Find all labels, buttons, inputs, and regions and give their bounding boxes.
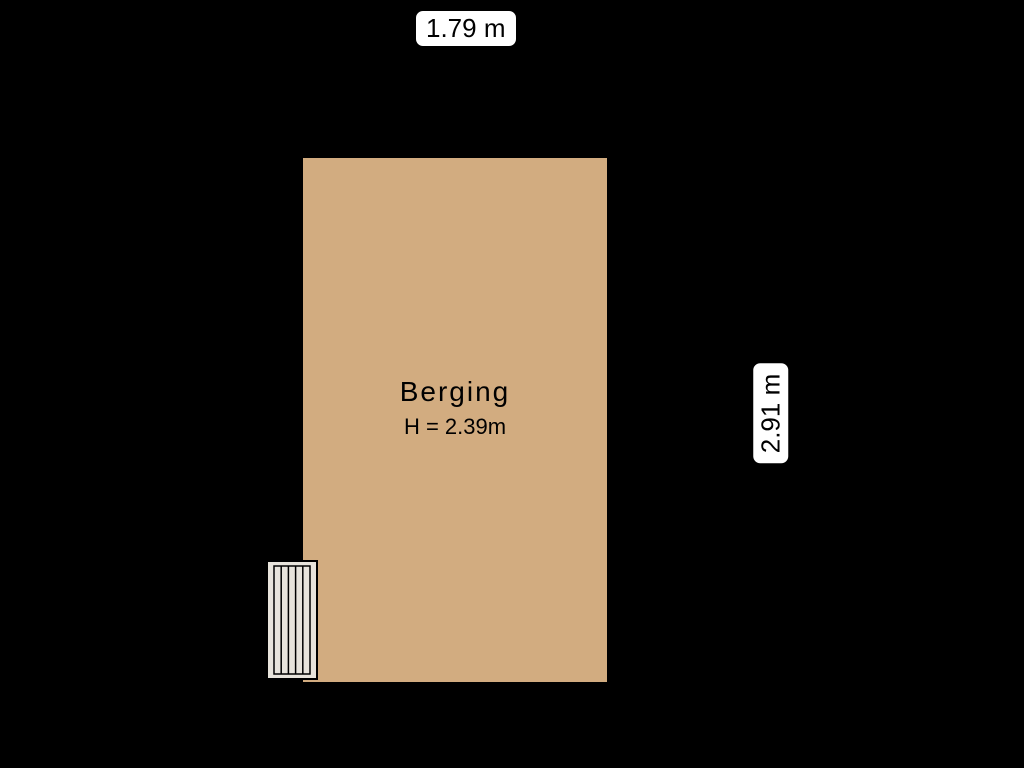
dimension-width-label: 1.79 m	[415, 10, 517, 47]
dimension-height-label: 2.91 m	[752, 363, 789, 465]
room-height-label: H = 2.39m	[355, 414, 555, 440]
door-icon	[266, 560, 318, 680]
room-name-label: Berging	[355, 376, 555, 408]
